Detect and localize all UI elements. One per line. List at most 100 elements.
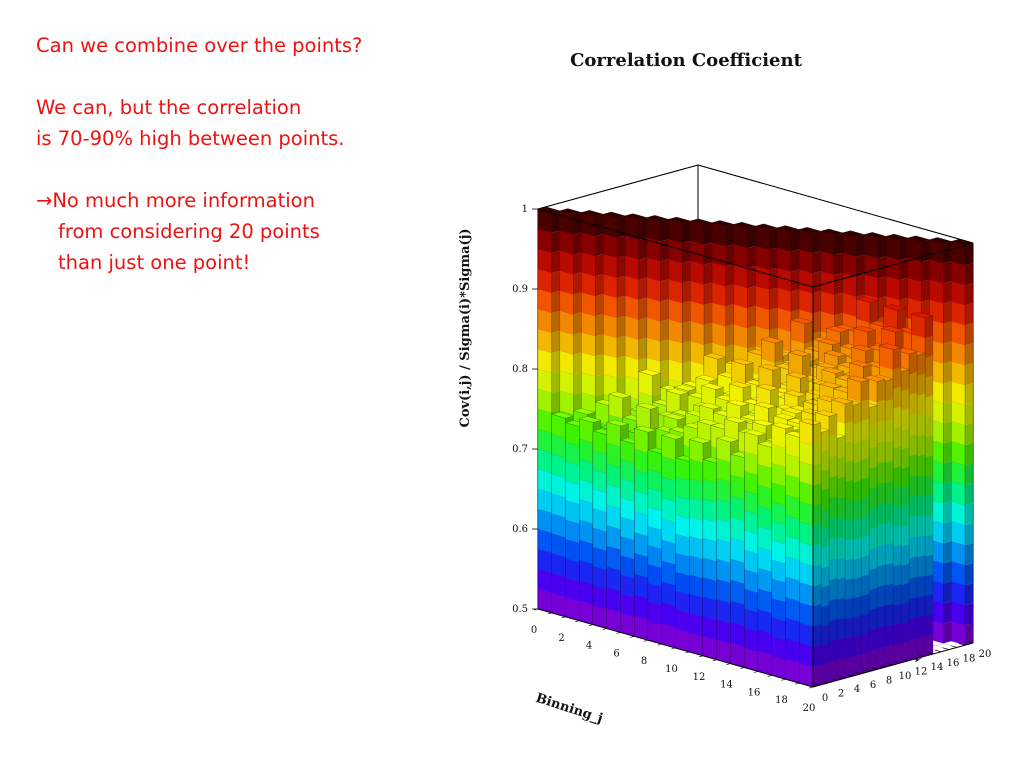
bar-side-face <box>965 583 973 606</box>
bar-side-face <box>909 597 917 620</box>
bar-side-face <box>925 475 933 498</box>
bar-front-face <box>951 421 965 446</box>
lego-bar <box>950 238 974 646</box>
bar-side-face <box>965 603 973 626</box>
conclusion-line-3: than just one point! <box>58 251 251 274</box>
bar-side-face <box>965 243 973 266</box>
bar-side-face <box>925 395 933 418</box>
bar-side-face <box>921 239 930 262</box>
bar-front-face <box>951 581 965 606</box>
bar-front-face <box>886 276 900 301</box>
bar-front-face <box>951 341 965 366</box>
conclusion-text-1: No much more information <box>52 189 315 212</box>
bar-side-face <box>965 483 973 506</box>
bar-side-face <box>943 541 952 564</box>
bar-front-face <box>883 306 898 331</box>
bar-side-face <box>943 401 952 424</box>
bar-side-face <box>909 494 917 518</box>
bar-front-face <box>820 291 835 315</box>
bar-front-face <box>951 561 965 586</box>
bar-side-face <box>812 251 821 274</box>
bar-side-face <box>909 372 917 395</box>
bar-front-face <box>907 237 922 262</box>
bar-side-face <box>943 581 952 604</box>
bar-side-face <box>812 271 821 294</box>
bar-front-face <box>951 401 965 426</box>
bar-side-face <box>909 617 917 641</box>
bar-side-face <box>917 555 925 578</box>
bar-side-face <box>917 393 925 417</box>
bar-front-face <box>951 461 965 486</box>
bar-side-face <box>965 463 973 486</box>
bar-top-face <box>928 237 952 244</box>
bar-side-face <box>965 343 973 366</box>
bar-side-face <box>943 521 952 544</box>
bar-side-face <box>856 234 865 257</box>
bar-front-face <box>864 234 878 259</box>
bar-side-face <box>943 281 952 304</box>
bar-side-face <box>943 481 952 504</box>
bar-side-face <box>909 433 917 457</box>
bar-side-face <box>878 256 886 279</box>
bar-front-face <box>929 279 944 304</box>
z-axis-label: Cov(i,j) / Sigma(i)*Sigma(j) <box>458 228 473 427</box>
bar-side-face <box>812 231 821 254</box>
bar-side-face <box>925 494 933 517</box>
bar-top-face <box>841 230 865 237</box>
bar-side-face <box>925 355 933 378</box>
bar-side-face <box>917 636 925 659</box>
bar-front-face <box>951 241 965 266</box>
bar-front-face <box>951 601 965 626</box>
bar-side-face <box>943 501 952 524</box>
bar-front-face <box>864 274 878 299</box>
answer-line-1: We can, but the correlation <box>36 96 302 119</box>
bar-side-face <box>870 300 878 323</box>
bar-front-face <box>951 481 965 506</box>
bar-front-face <box>799 249 813 274</box>
bar-side-face <box>965 523 973 546</box>
bar-side-face <box>965 363 973 386</box>
bar-front-face <box>799 289 813 314</box>
bar-side-face <box>943 441 952 464</box>
frame-edge <box>537 164 699 210</box>
bar-front-face <box>951 281 965 306</box>
bar-top-face <box>855 296 879 303</box>
bar-side-face <box>965 563 973 586</box>
bar-side-face <box>965 503 973 526</box>
bar-side-face <box>925 435 933 458</box>
bar-side-face <box>921 259 930 282</box>
bar-front-face <box>842 252 857 277</box>
bar-side-face <box>909 576 917 600</box>
bar-side-face <box>909 351 917 375</box>
bar-side-face <box>917 535 925 558</box>
bar-side-face <box>897 308 906 331</box>
bar-front-face <box>842 232 857 257</box>
bar-side-face <box>943 301 952 324</box>
z-gridline <box>537 164 974 244</box>
bar-side-face <box>943 321 952 344</box>
bar-front-face <box>951 301 965 326</box>
bar-side-face <box>965 283 973 306</box>
bar-side-face <box>899 237 908 261</box>
conclusion-line-2: from considering 20 points <box>58 220 320 243</box>
bar-front-face <box>951 541 965 566</box>
bar-front-face <box>907 257 922 282</box>
bar-front-face <box>842 272 857 297</box>
bar-side-face <box>925 594 933 617</box>
conclusion-line-1: →No much more information <box>36 185 436 216</box>
bar-side-face <box>812 311 821 334</box>
bar-side-face <box>943 621 952 644</box>
bar-side-face <box>917 454 925 477</box>
bar-top-face <box>910 311 934 319</box>
bar-front-face <box>951 361 965 386</box>
bar-side-face <box>917 494 925 517</box>
bar-side-face <box>909 454 917 477</box>
bar-side-face <box>917 514 925 538</box>
bar-side-face <box>917 373 925 396</box>
bar-side-face <box>856 254 865 277</box>
chart-title: Correlation Coefficient <box>570 50 802 71</box>
bar-side-face <box>909 392 917 416</box>
bar-side-face <box>943 601 952 624</box>
bar-side-face <box>943 341 952 364</box>
bar-side-face <box>943 561 952 584</box>
